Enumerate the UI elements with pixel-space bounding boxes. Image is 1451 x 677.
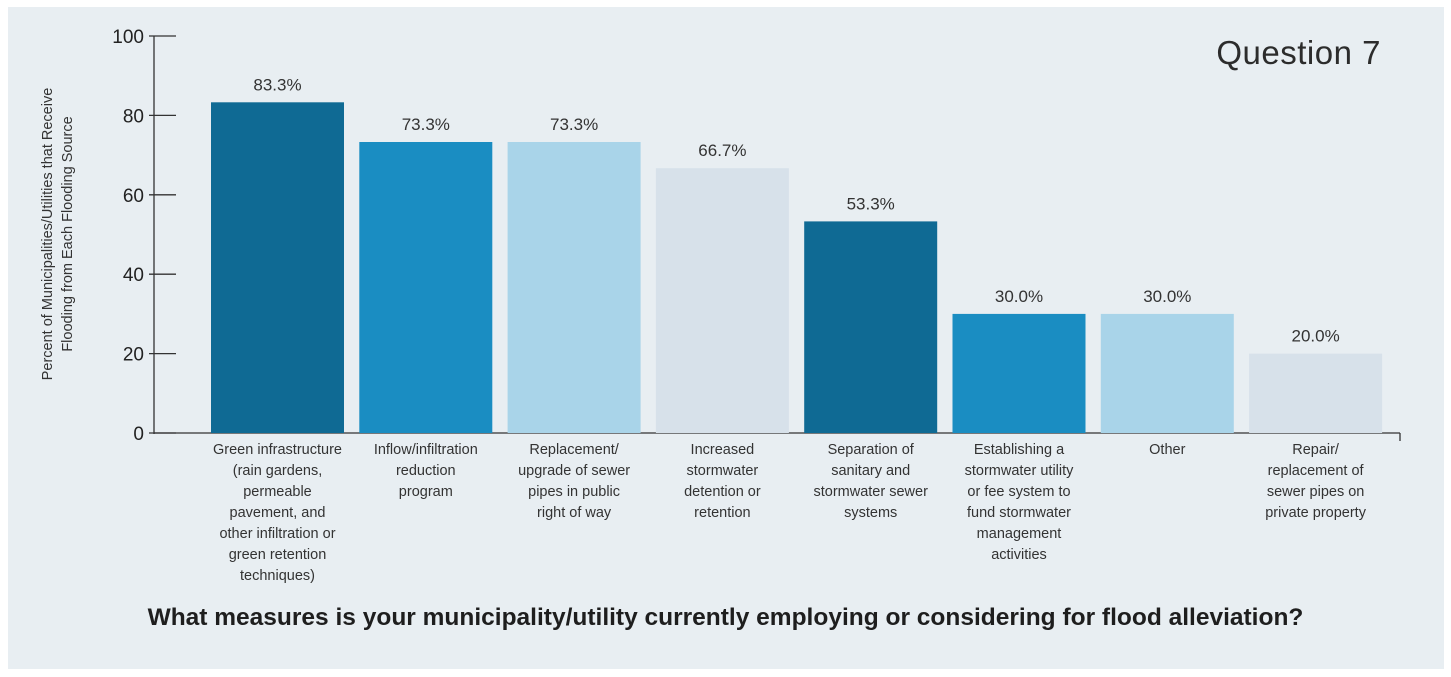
chart-title: What measures is your municipality/utili… (147, 604, 1304, 631)
category-label: Other (1149, 442, 1185, 458)
bar (1249, 353, 1383, 433)
bar (507, 141, 641, 433)
y-tick-label: 40 (123, 265, 144, 286)
bar (952, 313, 1086, 433)
y-tick-label: 20 (123, 345, 144, 366)
y-tick-label: 60 (123, 186, 144, 207)
y-axis-title-line: Percent of Municipalities/Utilities that… (40, 88, 56, 381)
y-axis-title: Percent of Municipalities/Utilities that… (40, 88, 76, 381)
category-label: Repair/replacement of sewer pipes on priva… (1265, 442, 1366, 521)
category-label: Separation of sanitary and stormwater sewe… (813, 442, 928, 521)
bar-value-label: 66.7% (698, 141, 746, 160)
category-label: Increased stormwater detention or retention (684, 442, 761, 521)
bar-value-label: 83.3% (253, 75, 301, 94)
bar-value-label: 30.0% (995, 287, 1043, 306)
bar (804, 221, 938, 433)
category-label: Green infrastructure (rain gardens, permea… (213, 442, 342, 584)
category-labels: Green infrastructure (rain gardens, permea… (213, 442, 1367, 584)
y-tick-label: 0 (133, 424, 144, 445)
bar-value-label: 73.3% (402, 115, 450, 134)
bar-value-label: 30.0% (1143, 287, 1191, 306)
bar (211, 102, 344, 433)
bars (211, 102, 1383, 434)
value-labels: 83.3% 73.3% 73.3% 66.7% 53.3% 30.0% 30.0% 20.0% (253, 75, 1339, 345)
bar-value-label: 73.3% (550, 115, 598, 134)
y-tick-label: 100 (112, 27, 144, 48)
y-axis-ticks: 0 20 40 60 80 100 (112, 27, 176, 445)
category-label: Establishing a stormwater utility or fee s… (965, 442, 1075, 563)
question-number-label: Question 7 (1216, 34, 1381, 71)
bar-value-label: 53.3% (847, 194, 895, 213)
bar (359, 141, 493, 433)
y-axis-title-line: Flooding from Each Flooding Source (60, 116, 76, 351)
bar (655, 168, 789, 434)
bar-value-label: 20.0% (1291, 327, 1339, 346)
bar (1100, 313, 1234, 433)
category-label: Replacement/upgrade of sewer pipes in pub… (518, 442, 630, 521)
y-tick-label: 80 (123, 106, 144, 127)
category-label: Inflow/infiltration reduction program (374, 442, 478, 500)
